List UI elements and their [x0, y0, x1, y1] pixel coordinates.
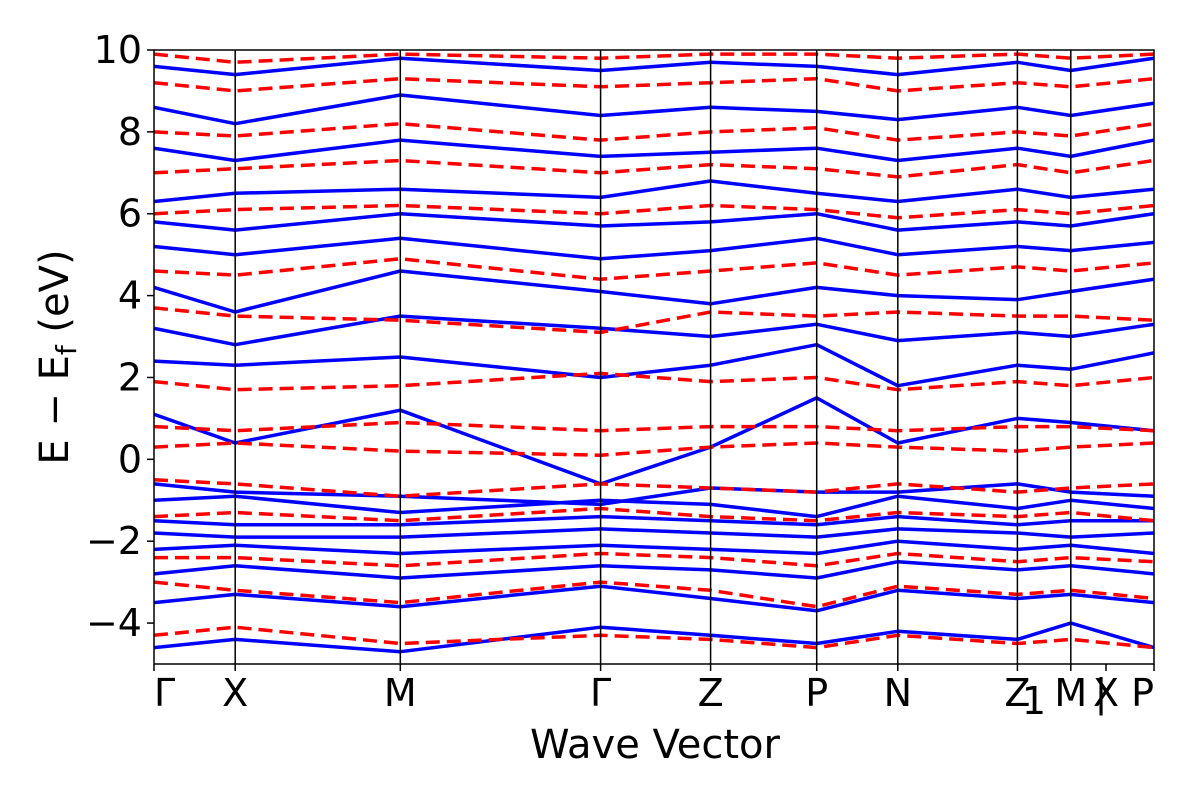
- x-tick-subscript-label: 1: [1022, 679, 1046, 723]
- solid-band-14: [154, 179, 1154, 204]
- dashed-band-14: [154, 52, 1154, 65]
- dashed-band-7: [154, 371, 1154, 392]
- dashed-band-9: [154, 257, 1154, 281]
- y-axis-title-subscript: f: [50, 344, 83, 355]
- dashed-band-1: [154, 580, 1154, 609]
- solid-band-9: [154, 342, 1154, 388]
- solid-band-11: [154, 269, 1154, 314]
- dashed-band-13: [154, 76, 1154, 93]
- dashed-band-12: [154, 121, 1154, 142]
- y-axis-title-unit: (eV): [32, 249, 78, 332]
- x-tick-label-10: X: [1093, 671, 1119, 715]
- solid-band-17: [154, 56, 1154, 77]
- solid-band-6: [154, 494, 1154, 519]
- dashed-band-11: [154, 158, 1154, 179]
- plot-frame: [153, 49, 1155, 665]
- solid-band-16: [154, 93, 1154, 126]
- solid-band-3: [154, 539, 1154, 556]
- y-axis: −4 −2 0 2 4 6 8 10: [86, 28, 154, 645]
- solid-band-1: [154, 584, 1154, 613]
- y-tick-label-6: 8: [118, 110, 142, 154]
- solid-band-10: [154, 314, 1154, 347]
- x-tick-label-8: M: [1054, 671, 1087, 715]
- dashed-band-6: [154, 420, 1154, 433]
- x-tick-label-7: Z: [1004, 671, 1030, 715]
- y-tick-label-4: 4: [118, 274, 142, 318]
- solid-band-2: [154, 559, 1154, 580]
- y-tick-label-0: −4: [86, 601, 142, 645]
- x-tick-label-5: P: [805, 671, 828, 715]
- x-tick-label-3: Γ: [590, 671, 611, 715]
- x-axis: Γ X M Γ Z P N Z M |X P1: [153, 664, 1155, 723]
- x-tick-label-9: |: [1095, 671, 1108, 716]
- x-tick-label-2: M: [384, 671, 417, 715]
- solid-band-13: [154, 211, 1154, 232]
- solid-band-5: [154, 514, 1154, 527]
- dashed-band-8: [154, 306, 1154, 335]
- y-tick-label-7: 10: [94, 28, 142, 72]
- y-axis-title-unit-space: [32, 333, 78, 346]
- x-tick-label-6: N: [884, 671, 912, 715]
- x-tick-label-11: P: [1131, 671, 1154, 715]
- y-tick-label-1: −2: [86, 519, 142, 563]
- solid-band-8: [154, 396, 1154, 486]
- solid-band-4: [154, 527, 1154, 539]
- x-tick-label-0: Γ: [154, 671, 175, 715]
- dashed-band-0: [154, 625, 1154, 650]
- dashed-band-10: [154, 203, 1154, 220]
- x-tick-label-1: X: [222, 671, 248, 715]
- dashed-band-4: [154, 478, 1154, 498]
- y-axis-title-main: E − E: [32, 355, 78, 465]
- y-axis-title: E − Ef (eV): [32, 249, 83, 464]
- solid-band-0: [154, 621, 1154, 654]
- y-tick-label-3: 2: [118, 355, 142, 399]
- y-tick-label-2: 0: [118, 437, 142, 481]
- x-tick-label-4: Z: [698, 671, 724, 715]
- dashed-band-3: [154, 506, 1154, 523]
- solid-band-15: [154, 138, 1154, 163]
- dashed-band-2: [154, 551, 1154, 568]
- y-tick-label-5: 6: [118, 192, 142, 236]
- high-symmetry-separators: [234, 50, 1072, 664]
- solid-band-12: [154, 236, 1154, 261]
- bands-layer: [154, 52, 1154, 654]
- x-axis-title: Wave Vector: [530, 722, 781, 768]
- dashed-band-5: [154, 441, 1154, 457]
